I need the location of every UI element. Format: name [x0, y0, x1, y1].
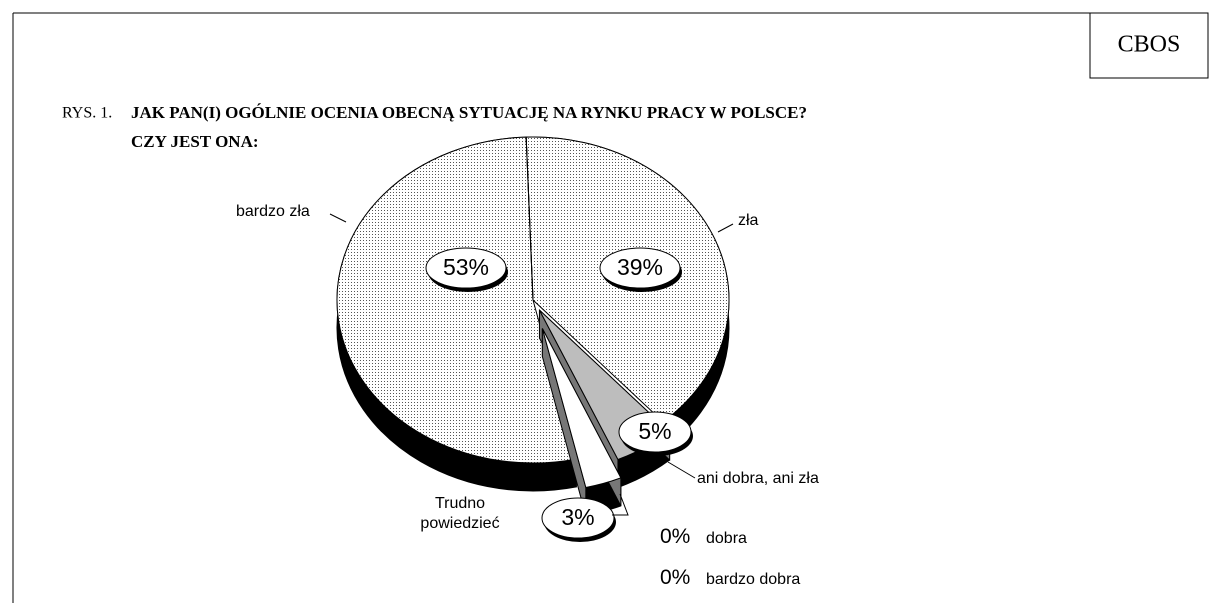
category-label: dobra — [706, 530, 747, 547]
labels: 39% 5% 3% 53% — [329, 213, 734, 542]
category-label: bardzo zła — [236, 203, 310, 220]
label-oval — [599, 247, 681, 289]
leader-line — [612, 493, 629, 516]
logo: CBOS — [1118, 32, 1181, 58]
pie — [336, 136, 730, 517]
category-label: zła — [738, 212, 759, 229]
value-label: 39% — [617, 254, 663, 280]
logo-box — [1089, 12, 1209, 79]
label-oval — [541, 497, 615, 539]
value-label: 53% — [443, 254, 489, 280]
value-label: 5% — [638, 418, 671, 444]
category-label: ani dobra, ani zła — [697, 470, 819, 487]
leader-line — [667, 461, 696, 479]
value-label: 0% — [660, 525, 691, 548]
label-oval — [425, 247, 507, 289]
slice — [336, 136, 578, 464]
figure-label: RYS. 1. — [62, 105, 112, 122]
slice — [525, 137, 534, 301]
label-oval — [618, 411, 692, 453]
value-label: 3% — [561, 504, 594, 530]
leader-line — [329, 213, 347, 223]
chart-title: CZY JEST ONA: — [131, 132, 259, 151]
slice — [541, 328, 622, 489]
leader-line — [717, 223, 734, 233]
value-label: 0% — [660, 566, 691, 589]
category-label: Trudno powiedzieć — [420, 495, 500, 532]
chart-title: JAK PAN(I) OGÓLNIE OCENIA OBECNĄ SYTUACJ… — [131, 103, 807, 122]
category-label: bardzo dobra — [706, 571, 801, 588]
